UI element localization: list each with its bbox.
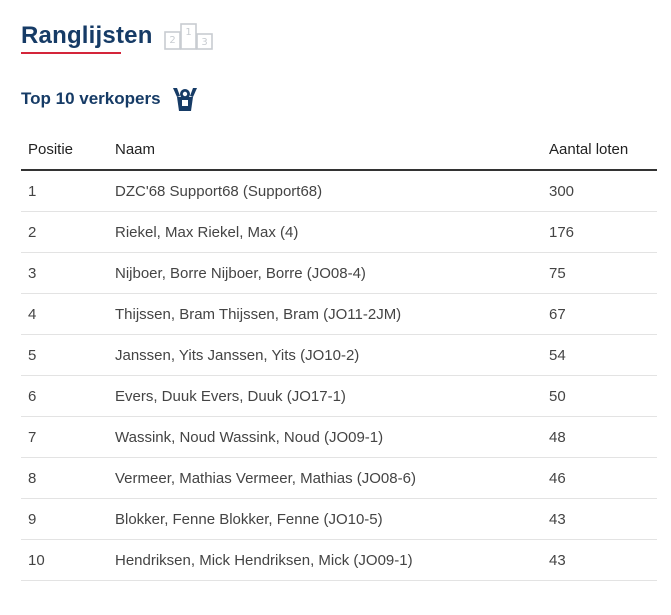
row-position: 1 <box>21 170 108 212</box>
row-name: Blokker, Fenne Blokker, Fenne (JO10-5) <box>108 498 542 540</box>
podium-icon: 2 1 3 <box>163 21 215 51</box>
page-header: Ranglijsten 2 1 3 <box>21 20 215 52</box>
row-name: DZC'68 Support68 (Support68) <box>108 170 542 212</box>
row-position: 2 <box>21 211 108 253</box>
row-ticket-count: 67 <box>542 293 657 335</box>
row-ticket-count: 48 <box>542 416 657 458</box>
table-row: 4 Thijssen, Bram Thijssen, Bram (JO11-2J… <box>21 293 657 335</box>
section-header: Top 10 verkopers <box>21 85 200 113</box>
podium-number-2: 2 <box>169 35 175 46</box>
row-position: 9 <box>21 498 108 540</box>
row-position: 6 <box>21 375 108 417</box>
row-position: 7 <box>21 416 108 458</box>
table-row: 2 Riekel, Max Riekel, Max (4) 176 <box>21 211 657 253</box>
row-position: 5 <box>21 334 108 376</box>
table-header-row: Positie Naam Aantal loten <box>21 129 657 171</box>
trophy-winner-icon <box>170 85 200 113</box>
table-row: 3 Nijboer, Borre Nijboer, Borre (JO08-4)… <box>21 252 657 294</box>
table-row: 9 Blokker, Fenne Blokker, Fenne (JO10-5)… <box>21 498 657 540</box>
row-name: Riekel, Max Riekel, Max (4) <box>108 211 542 253</box>
podium-number-3: 3 <box>201 37 207 48</box>
row-ticket-count: 46 <box>542 457 657 499</box>
table-row: 10 Hendriksen, Mick Hendriksen, Mick (JO… <box>21 539 657 581</box>
row-ticket-count: 43 <box>542 539 657 581</box>
row-ticket-count: 300 <box>542 170 657 212</box>
table-row: 5 Janssen, Yits Janssen, Yits (JO10-2) 5… <box>21 334 657 376</box>
column-header-position: Positie <box>21 129 108 171</box>
section-title: Top 10 verkopers <box>21 89 161 108</box>
column-header-name: Naam <box>108 129 542 171</box>
title-underline <box>21 52 121 54</box>
row-name: Hendriksen, Mick Hendriksen, Mick (JO09-… <box>108 539 542 581</box>
row-ticket-count: 43 <box>542 498 657 540</box>
row-ticket-count: 176 <box>542 211 657 253</box>
table-row: 8 Vermeer, Mathias Vermeer, Mathias (JO0… <box>21 457 657 499</box>
row-position: 4 <box>21 293 108 335</box>
table-row: 6 Evers, Duuk Evers, Duuk (JO17-1) 50 <box>21 375 657 417</box>
row-name: Evers, Duuk Evers, Duuk (JO17-1) <box>108 375 542 417</box>
row-name: Nijboer, Borre Nijboer, Borre (JO08-4) <box>108 252 542 294</box>
row-name: Vermeer, Mathias Vermeer, Mathias (JO08-… <box>108 457 542 499</box>
row-position: 10 <box>21 539 108 581</box>
row-position: 8 <box>21 457 108 499</box>
podium-number-1: 1 <box>185 27 191 38</box>
row-name: Wassink, Noud Wassink, Noud (JO09-1) <box>108 416 542 458</box>
row-position: 3 <box>21 252 108 294</box>
table-row: 7 Wassink, Noud Wassink, Noud (JO09-1) 4… <box>21 416 657 458</box>
column-header-ticket-count: Aantal loten <box>542 129 657 171</box>
row-ticket-count: 75 <box>542 252 657 294</box>
row-ticket-count: 50 <box>542 375 657 417</box>
row-name: Thijssen, Bram Thijssen, Bram (JO11-2JM) <box>108 293 542 335</box>
table-row: 1 DZC'68 Support68 (Support68) 300 <box>21 170 657 212</box>
row-ticket-count: 54 <box>542 334 657 376</box>
page-title: Ranglijsten <box>21 22 153 49</box>
ranking-table: Positie Naam Aantal loten 1 DZC'68 Suppo… <box>21 129 657 581</box>
row-name: Janssen, Yits Janssen, Yits (JO10-2) <box>108 334 542 376</box>
